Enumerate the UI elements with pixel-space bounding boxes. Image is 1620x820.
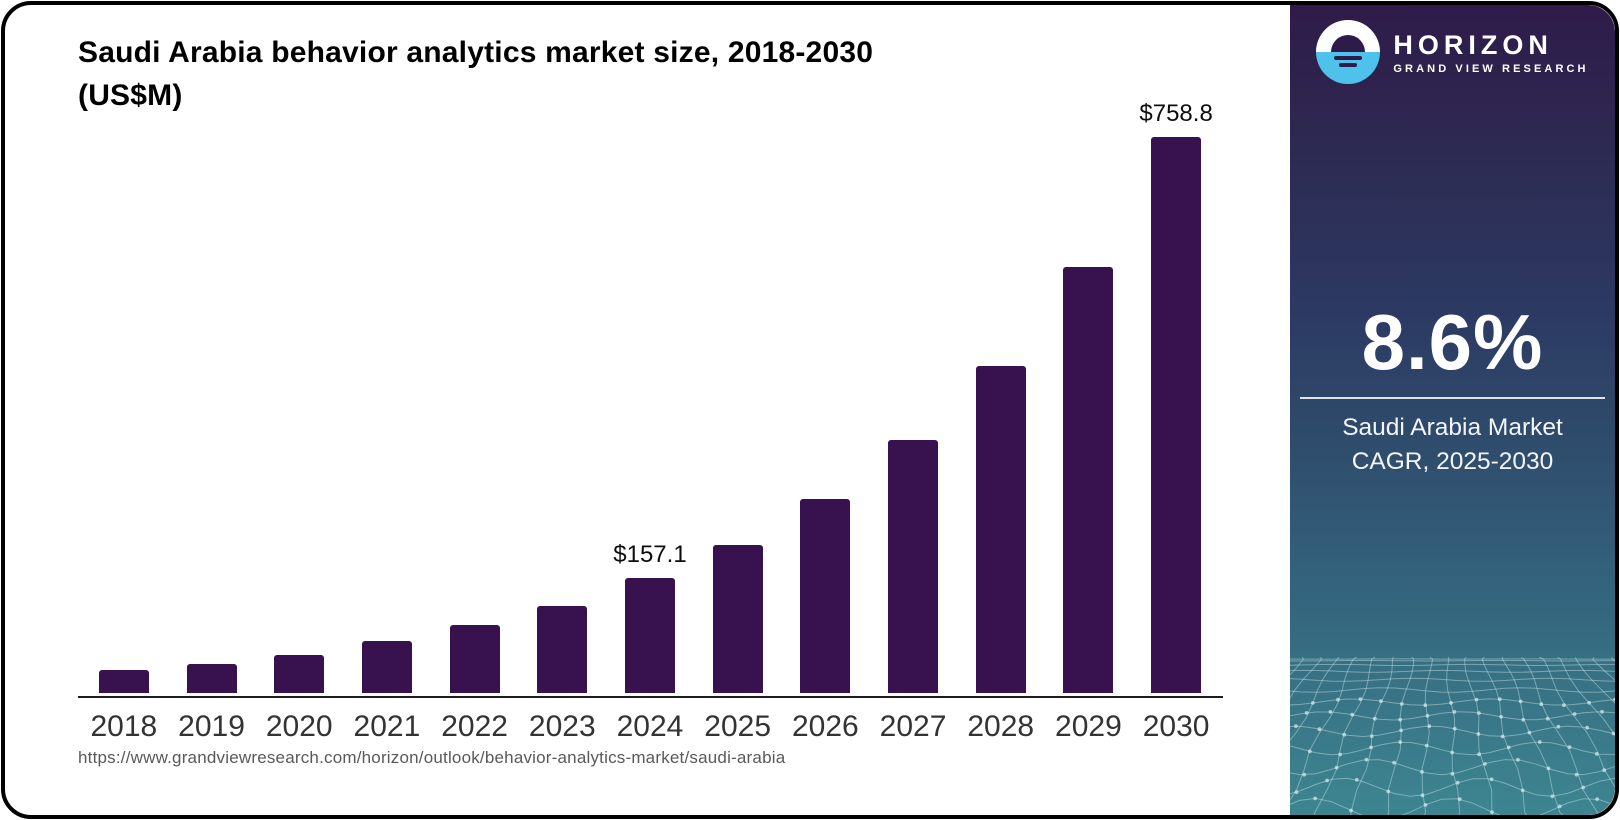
chart-title-line1: Saudi Arabia behavior analytics market s… <box>78 36 874 69</box>
x-axis-label-2025: 2025 <box>704 710 772 743</box>
x-axis-label-2024: 2024 <box>616 710 684 743</box>
x-axis-label-2029: 2029 <box>1055 710 1122 743</box>
bar-2020 <box>274 655 325 693</box>
bar-2024 <box>624 578 675 693</box>
bar-series: $157.1 $758.8 <box>80 5 1220 693</box>
bar-2021 <box>361 641 412 693</box>
x-axis-line <box>78 696 1223 698</box>
bar-group-2030: $758.8 <box>1132 5 1220 693</box>
cagr-label: Saudi Arabia Market CAGR, 2025-2030 <box>1290 411 1615 479</box>
logo-reflection-line <box>1334 56 1363 60</box>
bar-value-label-2024: $157.1 <box>613 541 687 568</box>
x-axis-label-2020: 2020 <box>265 710 333 743</box>
bar-group-2023 <box>518 5 606 693</box>
brand-wordmark: HORIZON GRAND VIEW RESEARCH <box>1393 30 1588 75</box>
bar-group-2018 <box>80 5 168 693</box>
bar-group-2021 <box>343 5 431 693</box>
bar-value-label-2030: $758.8 <box>1139 100 1213 127</box>
cagr-label-line1: Saudi Arabia Market <box>1342 414 1563 441</box>
bar-group-2028 <box>957 5 1045 693</box>
bar-group-2024: $157.1 <box>606 5 694 693</box>
bar-group-2025 <box>694 5 782 693</box>
bar-2026 <box>800 499 851 693</box>
brand-name: HORIZON <box>1393 29 1553 60</box>
bar-group-2029 <box>1045 5 1133 693</box>
logo: HORIZON GRAND VIEW RESEARCH <box>1290 20 1615 84</box>
horizon-sun-logo-icon <box>1316 20 1381 84</box>
source-url: https://www.grandviewresearch.com/horizo… <box>78 748 786 767</box>
bar-2025 <box>712 545 763 693</box>
cagr-label-line2: CAGR, 2025-2030 <box>1351 448 1554 475</box>
x-axis-label-2018: 2018 <box>90 710 158 743</box>
bar-2027 <box>888 440 939 693</box>
logo-dome-shape <box>1331 35 1366 52</box>
x-axis-label-2021: 2021 <box>353 710 421 743</box>
bar-2023 <box>537 606 588 693</box>
bar-group-2026 <box>782 5 870 693</box>
bar-2019 <box>186 664 237 693</box>
bar-2028 <box>975 366 1026 693</box>
bar-2030 <box>1151 137 1202 693</box>
brand-subtitle: GRAND VIEW RESEARCH <box>1393 62 1589 75</box>
bar-2018 <box>98 670 149 693</box>
bar-2029 <box>1063 267 1114 693</box>
x-axis-label-2030: 2030 <box>1142 710 1210 743</box>
wireframe-mesh-decoration <box>1290 657 1615 815</box>
x-axis-label-2026: 2026 <box>791 710 859 743</box>
bar-group-2019 <box>168 5 256 693</box>
x-axis-labels: 2018 2019 2020 2021 2022 2023 2024 2025 2026 2027… <box>80 710 1220 744</box>
branding-panel: HORIZON GRAND VIEW RESEARCH 8.6% Saudi A… <box>1290 5 1615 815</box>
bar-chart: $157.1 $758.8 <box>80 5 1220 693</box>
cagr-block: 8.6% Saudi Arabia Market CAGR, 2025-2030 <box>1290 300 1615 479</box>
cagr-value: 8.6% <box>1361 298 1544 386</box>
bar-2022 <box>449 625 500 693</box>
x-axis-label-2023: 2023 <box>528 710 596 743</box>
logo-reflection-line <box>1339 63 1358 67</box>
x-axis-label-2022: 2022 <box>441 710 508 743</box>
bar-group-2022 <box>431 5 519 693</box>
cagr-divider <box>1300 397 1605 399</box>
x-axis-label-2019: 2019 <box>178 710 245 743</box>
bar-group-2020 <box>255 5 343 693</box>
x-axis-label-2027: 2027 <box>879 710 947 743</box>
x-axis-label-2028: 2028 <box>967 710 1035 743</box>
chart-title-line2: (US$M) <box>78 79 183 112</box>
chart-title: Saudi Arabia behavior analytics market s… <box>78 31 873 117</box>
bar-group-2027 <box>869 5 957 693</box>
